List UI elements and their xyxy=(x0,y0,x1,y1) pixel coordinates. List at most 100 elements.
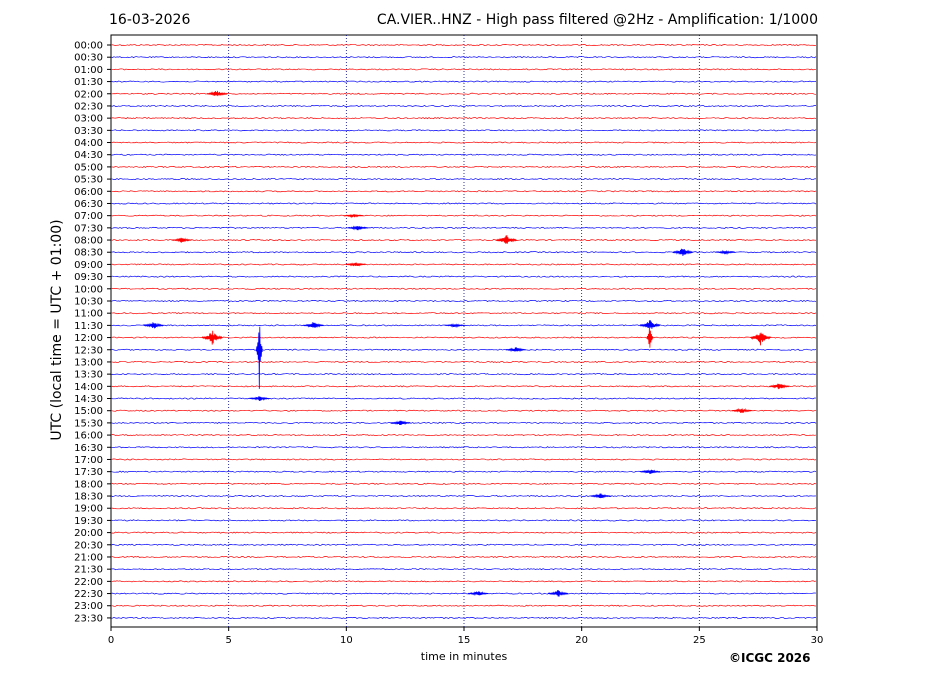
y-tick-label: 23:00 xyxy=(74,601,103,612)
seismic-event xyxy=(639,320,661,329)
seismic-event xyxy=(646,326,654,348)
date-label: 16-03-2026 xyxy=(109,12,191,28)
y-tick-label: 19:00 xyxy=(74,504,103,515)
seismic-event xyxy=(505,347,527,352)
y-tick-label: 07:30 xyxy=(74,223,103,234)
trace-2130 xyxy=(110,568,817,571)
trace-2300 xyxy=(110,604,817,607)
y-tick-label: 22:00 xyxy=(74,577,103,588)
x-tick-label: 0 xyxy=(108,635,114,646)
y-tick-label: 21:30 xyxy=(74,565,103,576)
y-tick-label: 15:00 xyxy=(74,406,103,417)
y-tick-label: 10:00 xyxy=(74,284,103,295)
trace-0330 xyxy=(110,129,817,132)
copyright-credit: ©ICGC 2026 xyxy=(729,651,811,665)
trace-1300 xyxy=(110,360,817,363)
trace-1100 xyxy=(110,312,817,315)
y-tick-label: 05:30 xyxy=(74,175,103,186)
trace-2030 xyxy=(110,543,817,546)
x-tick-label: 15 xyxy=(458,635,471,646)
trace-2330 xyxy=(110,616,817,619)
trace-0130 xyxy=(110,80,817,83)
y-tick-label: 00:30 xyxy=(74,53,103,64)
y-tick-label: 01:00 xyxy=(74,65,103,76)
seismic-event xyxy=(201,330,223,345)
trace-1800 xyxy=(110,482,817,485)
y-tick-label: 20:30 xyxy=(74,540,103,551)
trace-0600 xyxy=(110,190,817,193)
trace-2100 xyxy=(110,555,817,559)
seismic-event xyxy=(639,469,661,474)
seismic-event xyxy=(206,90,228,97)
trace-1530 xyxy=(110,421,817,424)
y-tick-label: 04:00 xyxy=(74,138,103,149)
trace-1200 xyxy=(110,336,817,339)
x-tick-label: 25 xyxy=(693,635,706,646)
trace-0500 xyxy=(110,165,817,168)
seismic-event xyxy=(444,323,465,329)
y-tick-label: 08:00 xyxy=(74,236,103,247)
trace-1600 xyxy=(110,434,817,437)
trace-0030 xyxy=(110,56,817,59)
y-tick-label: 11:30 xyxy=(74,321,103,332)
trace-0730 xyxy=(110,226,817,229)
y-tick-label: 02:00 xyxy=(74,89,103,100)
trace-0400 xyxy=(110,141,817,144)
x-tick-label: 10 xyxy=(340,635,353,646)
x-axis-label: time in minutes xyxy=(420,650,508,663)
y-tick-label: 18:00 xyxy=(74,479,103,490)
trace-0300 xyxy=(110,117,817,120)
trace-2230 xyxy=(110,592,817,595)
trace-1630 xyxy=(110,446,817,449)
trace-1330 xyxy=(110,373,817,376)
trace-1000 xyxy=(110,287,817,290)
trace-1830 xyxy=(110,495,817,498)
trace-0000 xyxy=(110,44,817,46)
y-tick-label: 03:00 xyxy=(74,114,103,125)
trace-0800 xyxy=(110,239,817,242)
y-tick-label: 14:30 xyxy=(74,394,103,405)
chart-title: CA.VIER..HNZ - High pass filtered @2Hz -… xyxy=(376,12,818,28)
y-tick-label: 08:30 xyxy=(74,248,103,259)
seismic-event xyxy=(143,322,164,329)
trace-2000 xyxy=(110,531,817,534)
seismic-event xyxy=(390,420,411,425)
seismic-event xyxy=(715,249,736,255)
seismic-event xyxy=(496,235,517,244)
trace-0630 xyxy=(110,202,817,205)
trace-2200 xyxy=(110,580,817,583)
trace-0930 xyxy=(110,275,817,278)
y-tick-label: 22:30 xyxy=(74,589,103,600)
y-tick-label: 11:00 xyxy=(74,309,103,320)
seismic-event xyxy=(345,262,366,267)
trace-0230 xyxy=(110,104,817,107)
trace-1230 xyxy=(110,348,817,351)
y-tick-label: 19:30 xyxy=(74,516,103,527)
y-tick-label: 10:30 xyxy=(74,296,103,307)
y-tick-label: 01:30 xyxy=(74,77,103,88)
seismic-event xyxy=(343,213,364,219)
y-tick-label: 15:30 xyxy=(74,418,103,429)
y-tick-label: 23:30 xyxy=(74,613,103,624)
y-tick-label: 06:30 xyxy=(74,199,103,210)
y-tick-label: 07:00 xyxy=(74,211,103,222)
seismic-event xyxy=(255,326,263,389)
y-tick-label: 16:00 xyxy=(74,431,103,442)
trace-0900 xyxy=(110,263,817,266)
plot-frame xyxy=(110,34,818,628)
trace-0830 xyxy=(110,251,817,254)
y-tick-label: 13:30 xyxy=(74,370,103,381)
y-tick-label: 00:00 xyxy=(74,41,103,52)
y-tick-label: 09:00 xyxy=(74,260,103,271)
trace-1430 xyxy=(110,397,817,400)
seismic-event xyxy=(672,248,694,257)
seismic-event xyxy=(731,407,752,413)
y-tick-label: 12:00 xyxy=(74,333,103,344)
trace-0700 xyxy=(110,214,817,217)
y-tick-label: 09:30 xyxy=(74,272,103,283)
seismic-event xyxy=(347,225,369,231)
y-tick-label: 03:30 xyxy=(74,126,103,137)
seismic-event xyxy=(303,322,324,328)
y-tick-label: 21:00 xyxy=(74,552,103,563)
